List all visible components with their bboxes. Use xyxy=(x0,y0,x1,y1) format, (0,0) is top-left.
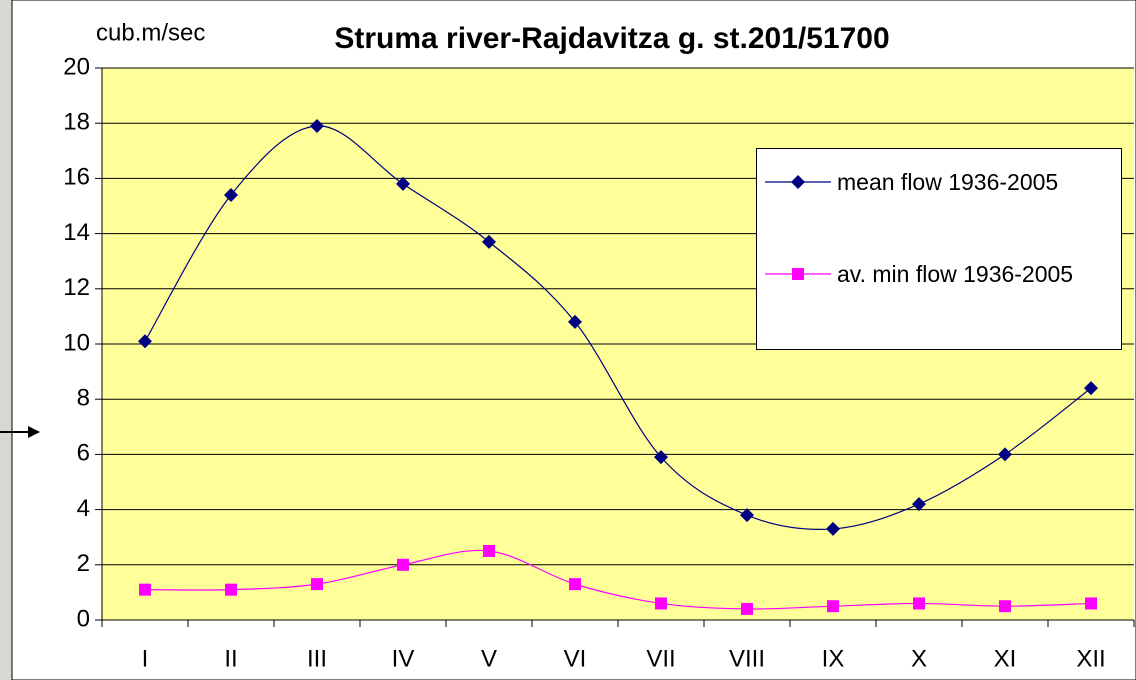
marker xyxy=(224,187,238,202)
legend-symbol xyxy=(765,175,831,189)
x-tick-label: IX xyxy=(822,645,845,672)
marker xyxy=(311,578,323,591)
legend: mean flow 1936-2005 av. min flow 1936-200… xyxy=(756,148,1122,350)
marker xyxy=(791,175,805,189)
marker xyxy=(912,497,926,512)
x-tick-label: XI xyxy=(994,645,1017,672)
arrow-head xyxy=(28,426,40,438)
marker xyxy=(569,578,581,591)
y-tick-label: 8 xyxy=(77,385,90,412)
chart-title: Struma river-Rajdavitza g. st.201/51700 xyxy=(334,22,889,55)
y-tick-label: 12 xyxy=(63,274,90,301)
marker xyxy=(655,597,667,610)
marker xyxy=(998,447,1012,462)
marker xyxy=(740,508,754,523)
marker xyxy=(483,545,495,557)
x-tick-label: IV xyxy=(392,645,415,672)
series-line xyxy=(144,549,1092,610)
x-tick-label: X xyxy=(911,645,927,672)
marker xyxy=(913,597,925,610)
y-tick-label: 10 xyxy=(63,329,90,356)
marker xyxy=(741,602,753,615)
y-tick-label: 20 xyxy=(63,53,90,80)
y-tick-label: 4 xyxy=(77,495,90,522)
x-tick-label: VII xyxy=(646,645,675,672)
marker xyxy=(654,450,668,465)
y-tick-label: 18 xyxy=(63,109,90,136)
y-tick-label: 14 xyxy=(63,219,90,246)
x-tick-label: III xyxy=(307,645,327,672)
y-tick-label: 6 xyxy=(77,440,90,467)
marker xyxy=(139,583,151,596)
x-tick-label: VIII xyxy=(729,645,765,672)
marker xyxy=(1084,381,1098,396)
marker xyxy=(225,583,237,596)
y-tick-label: 2 xyxy=(77,550,90,577)
marker xyxy=(1085,597,1097,610)
legend-label: mean flow 1936-2005 xyxy=(837,169,1059,195)
marker xyxy=(827,600,839,613)
x-tick-label: II xyxy=(224,645,237,672)
marker xyxy=(310,118,324,133)
legend-item: mean flow 1936-2005 xyxy=(757,167,1121,257)
marker xyxy=(482,234,496,249)
legend-symbol xyxy=(765,268,831,280)
marker xyxy=(792,268,804,280)
marker xyxy=(396,176,410,191)
marker xyxy=(826,521,840,536)
x-tick-label: XII xyxy=(1076,645,1105,672)
marker xyxy=(999,600,1011,613)
y-tick-label: 0 xyxy=(77,605,90,632)
legend-item: av. min flow 1936-2005 xyxy=(757,259,1121,349)
y-tick-label: 16 xyxy=(63,164,90,191)
x-tick-label: V xyxy=(481,645,497,672)
marker xyxy=(397,558,409,571)
x-tick-label: I xyxy=(142,645,149,672)
legend-label: av. min flow 1936-2005 xyxy=(837,261,1074,287)
marker xyxy=(138,334,152,349)
marker xyxy=(568,314,582,329)
y-axis-label: cub.m/sec xyxy=(96,19,205,46)
x-tick-label: VI xyxy=(564,645,587,672)
